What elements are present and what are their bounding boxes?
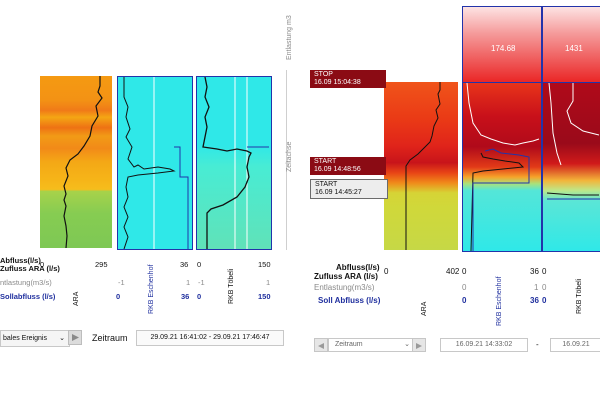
ara-flow-line-right [405,82,441,250]
chevron-down-icon: ⌄ [404,341,410,348]
toebeli-ent-max: 1 [266,278,271,287]
toebeli-soll-max: 150 [258,292,271,301]
start-marker-1-time: 16.09 14:48:56 [314,166,361,173]
toebeli-flow-line-right [546,83,600,200]
axis-divider [286,70,287,250]
right-panel: 174.68 1431 STOP 16.09 15:04:38 START 16… [306,0,600,400]
abfluss-row-label: Abfluss(l/s) [0,256,41,265]
toebeli-strip-left [196,76,272,250]
ara-abfluss-min-right: 0 [384,267,389,276]
eschenhof-ent-max: 1 [186,278,191,287]
next-arrow-icon [416,343,422,349]
toebeli-column-label-right: RKB Töbeli [576,278,583,314]
eschenhof-soll-max: 36 [181,292,190,301]
eschenhof-strip-left [117,76,193,250]
toebeli-flow-line [202,77,269,249]
start-marker-1: START 16.09 14:48:56 [310,157,386,175]
ara-column-label: ARA [73,291,80,306]
ara-abfluss-max: 295 [95,260,108,269]
ara-abfluss-max-right: 402 [446,267,460,276]
eschenhof-strip-right [462,82,542,252]
eschenhof-column-label: RKB Eschenhof [148,264,155,314]
zeitraum-field-left[interactable]: 29.09.21 16:41:02 - 29.09.21 17:46:47 [136,330,284,346]
eschenhof-soll-min-right: 0 [462,296,467,305]
stop-marker: STOP 16.09 15:04:38 [310,70,386,88]
event-select[interactable]: bales Ereignis ⌄ [0,330,70,347]
eschenhof-top-box: 174.68 [462,6,542,84]
ara-column-label-right: ARA [421,301,428,316]
eschenhof-flow-line-right [466,83,540,251]
date-start-value: 16.09.21 14:33:02 [455,341,513,348]
prev-arrow-icon [318,343,324,349]
toebeli-abfluss-min: 0 [197,260,202,269]
zufluss-ara-row-label: Zufluss ARA (l/s) [0,264,60,273]
eschenhof-column-label-right: RKB Eschenhof [496,276,503,326]
zeitraum-value-left: 29.09.21 16:41:02 - 29.09.21 17:46:47 [150,334,270,341]
toebeli-strip-right [542,82,600,252]
toebeli-abfluss-min-right: 0 [542,267,547,276]
entlastung-axis-label: Entlastung m3 [286,15,293,60]
entlastung-row-label-right: Entlastung(m3/s) [314,283,375,292]
date-start-field[interactable]: 16.09.21 14:33:02 [440,338,528,352]
eschenhof-soll-max-right: 36 [530,296,539,305]
ara-strip-right [384,82,458,250]
zeitraum-label-left: Zeitraum [92,333,128,343]
left-panel: Entlastung m3 Zeitachse Abfluss(l/s) Zuf… [0,15,293,347]
eschenhof-flow-line [123,77,189,249]
eschenhof-abfluss-min-right: 0 [462,267,467,276]
event-select-value: bales Ereignis [3,335,47,342]
toebeli-soll-right: 0 [542,296,547,305]
ara-strip-left [40,76,112,248]
soll-abfluss-row-label: Sollabfluss (l/s) [0,292,56,301]
eschenhof-abfluss-max: 36 [180,260,189,269]
toebeli-abfluss-max: 150 [258,260,271,269]
stop-marker-time: 16.09 15:04:38 [314,79,361,86]
toebeli-column-label: RKB Töbeli [228,268,235,304]
zeitachse-axis-label: Zeitachse [286,141,293,172]
zufluss-ara-row-label-right: Zufluss ARA (l/s) [314,272,378,281]
date-separator: - [536,340,539,349]
play-arrow-icon [72,334,79,341]
toebeli-soll-min: 0 [197,292,202,301]
ara-ent-right: 0 [462,283,467,292]
zeitraum-select-value: Zeitraum [335,341,363,348]
ara-abfluss-min: 0 [40,260,45,269]
start-marker-2-time: 16.09 14:45:27 [315,189,362,196]
eschenhof-top-value: 174.68 [491,44,516,53]
stop-marker-title: STOP [314,71,333,78]
prev-arrow-button[interactable] [314,338,328,352]
soll-abfluss-row-label-right: Soll Abfluss (l/s) [318,296,381,305]
date-end-value: 16.09.21 [562,341,590,348]
play-arrow-button[interactable] [68,330,82,345]
toebeli-ent-right: 0 [542,283,547,292]
start-marker-1-title: START [314,158,337,165]
toebeli-top-value: 1431 [565,44,583,53]
chevron-down-icon: ⌄ [59,335,65,342]
start-marker-2: START 16.09 14:45:27 [310,179,388,199]
eschenhof-abfluss-max-right: 36 [530,267,539,276]
ara-soll-min: 0 [116,292,121,301]
toebeli-top-box: 1431 [542,6,600,84]
entlastung-row-label: ntlastung(m3/s) [0,278,52,287]
date-end-field[interactable]: 16.09.21 [550,338,600,352]
zeitraum-select[interactable]: Zeitraum ⌄ [328,338,414,352]
next-arrow-button[interactable] [412,338,426,352]
start-marker-2-title: START [315,181,338,188]
eschenhof-ent-min: -1 [118,278,125,287]
abfluss-row-label-right: Abfluss(l/s) [336,263,380,272]
ara-flow-line [63,76,103,248]
eschenhof-ent-max-right: 1 [534,283,539,292]
toebeli-ent-min: -1 [198,278,205,287]
